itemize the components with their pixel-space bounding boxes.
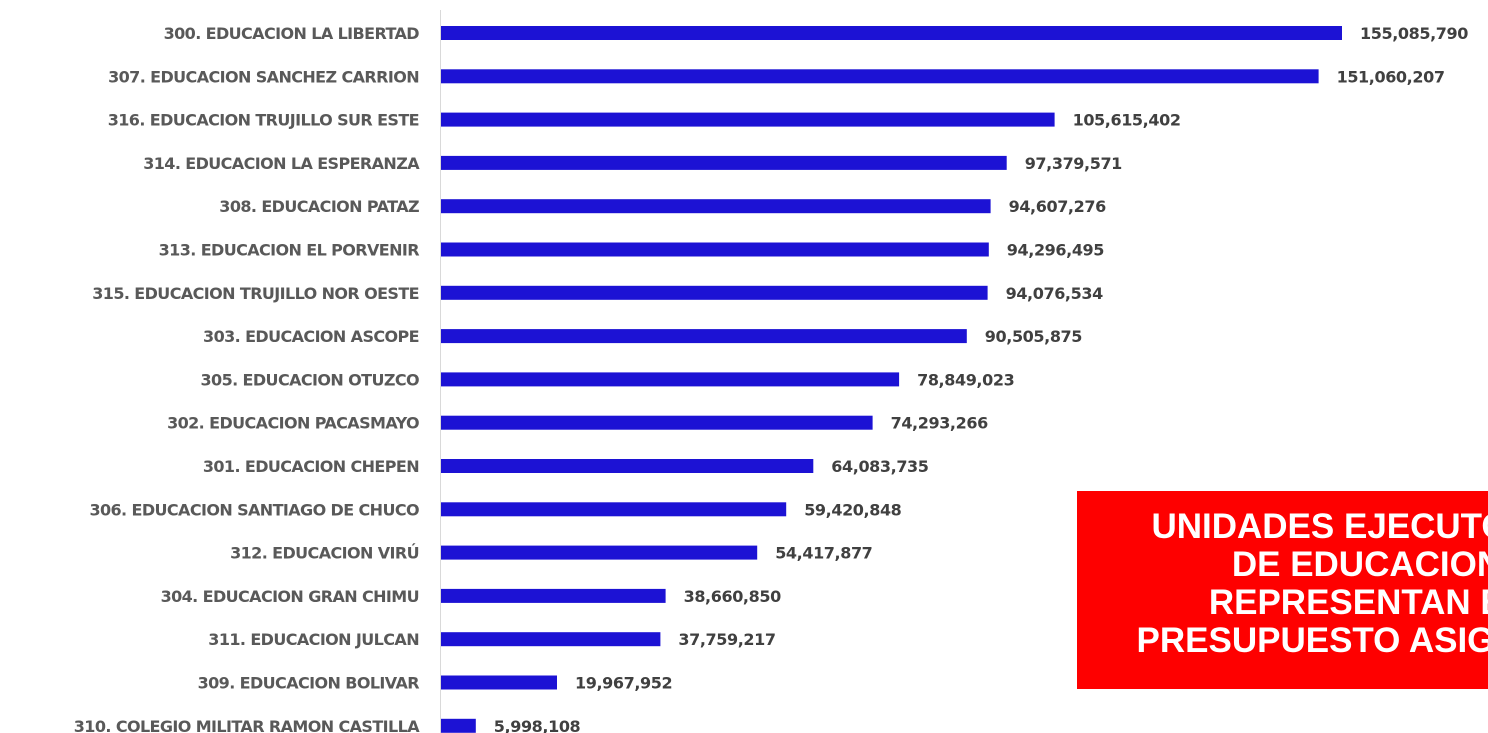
bar (441, 718, 476, 733)
category-label: 307. EDUCACION SANCHEZ CARRION (108, 67, 419, 86)
category-label: 306. EDUCACION SANTIAGO DE CHUCO (89, 500, 419, 519)
value-label: 5,998,108 (494, 717, 581, 733)
category-label: 301. EDUCACION CHEPEN (203, 457, 419, 476)
category-label: 305. EDUCACION OTUZCO (201, 370, 420, 389)
category-label: 308. EDUCACION PATAZ (219, 197, 419, 216)
value-label: 78,849,023 (917, 370, 1014, 389)
bar (441, 69, 1319, 84)
value-label: 59,420,848 (804, 500, 901, 519)
bar (441, 502, 787, 517)
callout-box: UNIDADES EJECUTORAS DE EDUCACION REPRESE… (1077, 491, 1488, 689)
callout-line-4: PRESUPUESTO ASIGNADO (1136, 621, 1488, 660)
callout-line-1: UNIDADES EJECUTORAS (1151, 507, 1488, 546)
category-label: 314. EDUCACION LA ESPERANZA (143, 154, 420, 173)
bar (441, 242, 989, 257)
category-label: 312. EDUCACION VIRÚ (230, 544, 419, 563)
callout-text: UNIDADES EJECUTORAS DE EDUCACION REPRESE… (1077, 508, 1488, 660)
bar (441, 415, 873, 430)
value-label: 151,060,207 (1337, 67, 1445, 86)
category-label: 309. EDUCACION BOLIVAR (198, 674, 420, 693)
bar (441, 26, 1342, 40)
category-label: 313. EDUCACION EL PORVENIR (159, 241, 420, 260)
category-label: 316. EDUCACION TRUJILLO SUR ESTE (108, 111, 419, 130)
value-label: 64,083,735 (831, 457, 928, 476)
value-label: 94,296,495 (1007, 241, 1104, 260)
bar (441, 675, 557, 690)
category-label: 302. EDUCACION PACASMAYO (167, 414, 419, 433)
value-label: 19,967,952 (575, 674, 672, 693)
bar (441, 588, 666, 603)
value-label: 37,759,217 (678, 630, 775, 649)
category-label: 304. EDUCACION GRAN CHIMU (161, 587, 419, 606)
value-label: 38,660,850 (684, 587, 781, 606)
callout-line-3: REPRESENTAN EL (1208, 583, 1488, 622)
category-label: 303. EDUCACION ASCOPE (203, 327, 419, 346)
category-label: 311. EDUCACION JULCAN (208, 630, 419, 649)
bar (441, 285, 988, 300)
bar (441, 632, 661, 647)
category-label: 310. COLEGIO MILITAR RAMON CASTILLA (74, 717, 420, 733)
callout-line-2: DE EDUCACION (1231, 545, 1488, 584)
bar (441, 329, 967, 344)
bar (441, 372, 900, 387)
value-label: 105,615,402 (1073, 111, 1181, 130)
bar (441, 199, 991, 214)
bar (441, 459, 814, 473)
value-label: 54,417,877 (775, 544, 872, 563)
value-label: 90,505,875 (985, 327, 1082, 346)
bar (441, 545, 758, 560)
value-label: 155,085,790 (1360, 24, 1468, 43)
bar (441, 155, 1007, 170)
value-label: 74,293,266 (891, 414, 988, 433)
bar (441, 112, 1055, 127)
value-label: 97,379,571 (1025, 154, 1122, 173)
value-label: 94,607,276 (1009, 197, 1106, 216)
category-label: 315. EDUCACION TRUJILLO NOR OESTE (92, 284, 419, 303)
category-label: 300. EDUCACION LA LIBERTAD (164, 24, 420, 43)
value-label: 94,076,534 (1006, 284, 1103, 303)
